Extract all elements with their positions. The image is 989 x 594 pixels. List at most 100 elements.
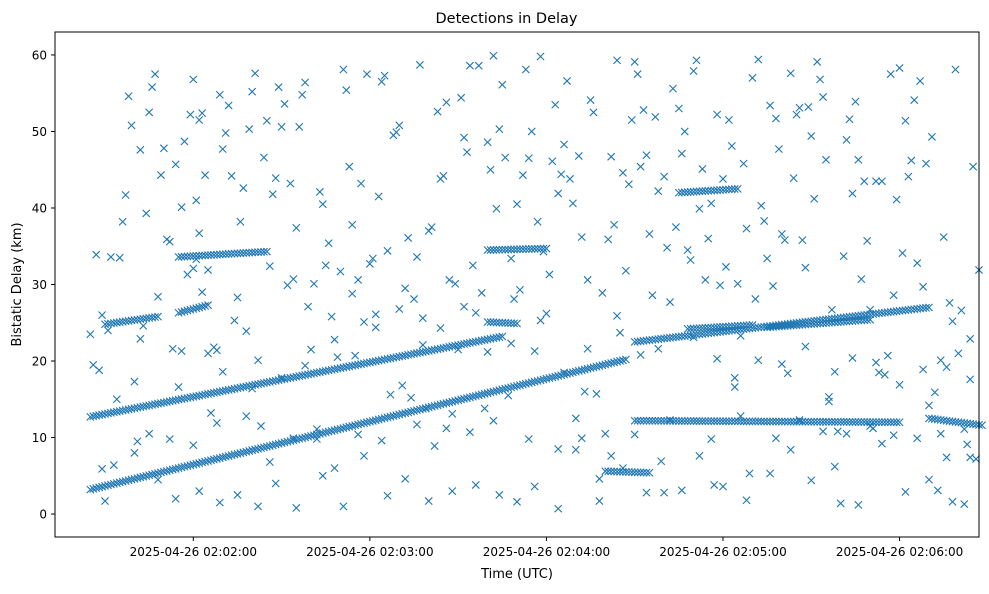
- data-point-1055: [595, 474, 604, 483]
- data-point-790: [262, 116, 271, 125]
- data-point-624: [807, 417, 816, 426]
- data-point-242: [383, 413, 392, 422]
- data-point-1006: [898, 249, 907, 258]
- data-point-526: [745, 321, 754, 330]
- data-point-810: [321, 261, 330, 270]
- data-point-625: [810, 417, 819, 426]
- data-point-835: [395, 121, 404, 130]
- data-point-260: [436, 400, 445, 409]
- data-point-1113: [395, 304, 404, 313]
- data-point-1068: [877, 439, 886, 448]
- data-point-223: [327, 426, 336, 435]
- data-point-464: [177, 308, 186, 317]
- data-point-989: [848, 189, 857, 198]
- data-point-882: [533, 217, 542, 226]
- data-point-148: [106, 480, 115, 489]
- data-point-1116: [460, 302, 469, 311]
- data-point-576: [666, 416, 675, 425]
- data-point-980: [821, 155, 830, 164]
- data-point-857: [460, 133, 469, 142]
- data-point-210: [289, 436, 298, 445]
- data-point-201: [262, 442, 271, 451]
- data-point-577: [668, 416, 677, 425]
- data-point-1134: [895, 380, 904, 389]
- data-point-807: [312, 435, 321, 444]
- data-point-282: [501, 384, 510, 393]
- data-point-998: [874, 368, 883, 377]
- data-point-274: [477, 390, 486, 399]
- data-point-788: [257, 422, 265, 431]
- data-point-753: [168, 344, 177, 353]
- data-point-424: [924, 303, 933, 312]
- data-point-1054: [571, 445, 580, 454]
- data-point-1020: [939, 233, 948, 242]
- data-point-802: [298, 90, 307, 99]
- data-point-840: [410, 295, 418, 304]
- data-point-876: [515, 285, 524, 294]
- data-point-850: [439, 171, 448, 180]
- data-point-755: [174, 383, 183, 392]
- data-point-733: [109, 461, 118, 470]
- data-point-650: [883, 418, 892, 427]
- data-point-873: [507, 254, 516, 263]
- data-point-620: [795, 417, 804, 426]
- data-point-1042: [318, 471, 327, 480]
- data-point-1117: [483, 347, 492, 356]
- data-point-829: [377, 77, 386, 86]
- data-point-982: [827, 305, 836, 314]
- data-point-1136: [942, 363, 951, 372]
- data-point-800: [292, 223, 301, 232]
- data-point-1065: [807, 476, 816, 485]
- data-point-928: [668, 84, 677, 93]
- data-point-256: [424, 403, 433, 412]
- data-point-188: [224, 451, 233, 460]
- data-point-584: [689, 417, 698, 426]
- data-point-190: [230, 450, 239, 459]
- data-point-859: [465, 61, 474, 70]
- data-point-306: [571, 367, 580, 376]
- y-tick-label-3: 30: [32, 278, 47, 292]
- data-point-173: [180, 462, 189, 471]
- data-point-971: [795, 103, 804, 112]
- data-point-595: [721, 417, 730, 426]
- data-point-743: [139, 321, 148, 330]
- data-point-294: [536, 376, 545, 385]
- data-point-778: [227, 171, 236, 180]
- data-point-1005: [895, 63, 904, 72]
- data-point-852: [445, 275, 454, 284]
- data-point-599: [733, 417, 742, 426]
- data-point-959: [760, 217, 769, 225]
- data-point-918: [639, 106, 648, 115]
- data-point-248: [401, 409, 410, 418]
- data-point-240: [377, 414, 386, 423]
- data-point-587: [698, 417, 707, 426]
- data-point-856: [457, 93, 466, 102]
- data-point-897: [577, 233, 586, 242]
- data-point-466: [183, 306, 192, 315]
- data-point-311: [586, 364, 595, 373]
- data-point-1014: [922, 159, 931, 168]
- data-point-870: [498, 80, 507, 89]
- data-point-1043: [339, 502, 348, 511]
- y-tick-label-1: 10: [32, 431, 47, 445]
- data-point-1106: [218, 367, 227, 376]
- data-point-1057: [642, 488, 651, 497]
- data-point-957: [754, 55, 763, 64]
- data-point-949: [730, 383, 739, 392]
- data-point-699: [636, 468, 645, 477]
- data-point-672: [501, 245, 510, 254]
- data-point-990: [851, 97, 860, 106]
- data-point-1078: [265, 458, 274, 467]
- data-point-838: [404, 233, 413, 242]
- data-point-629: [821, 417, 830, 426]
- data-point-1104: [136, 334, 145, 343]
- data-point-615: [780, 417, 789, 426]
- data-point-844: [421, 404, 430, 413]
- data-point-663: [507, 319, 516, 328]
- data-point-1010: [910, 96, 919, 105]
- data-point-192: [236, 449, 245, 458]
- data-point-644: [866, 418, 875, 427]
- data-point-614: [777, 417, 786, 426]
- data-point-1123: [636, 350, 645, 359]
